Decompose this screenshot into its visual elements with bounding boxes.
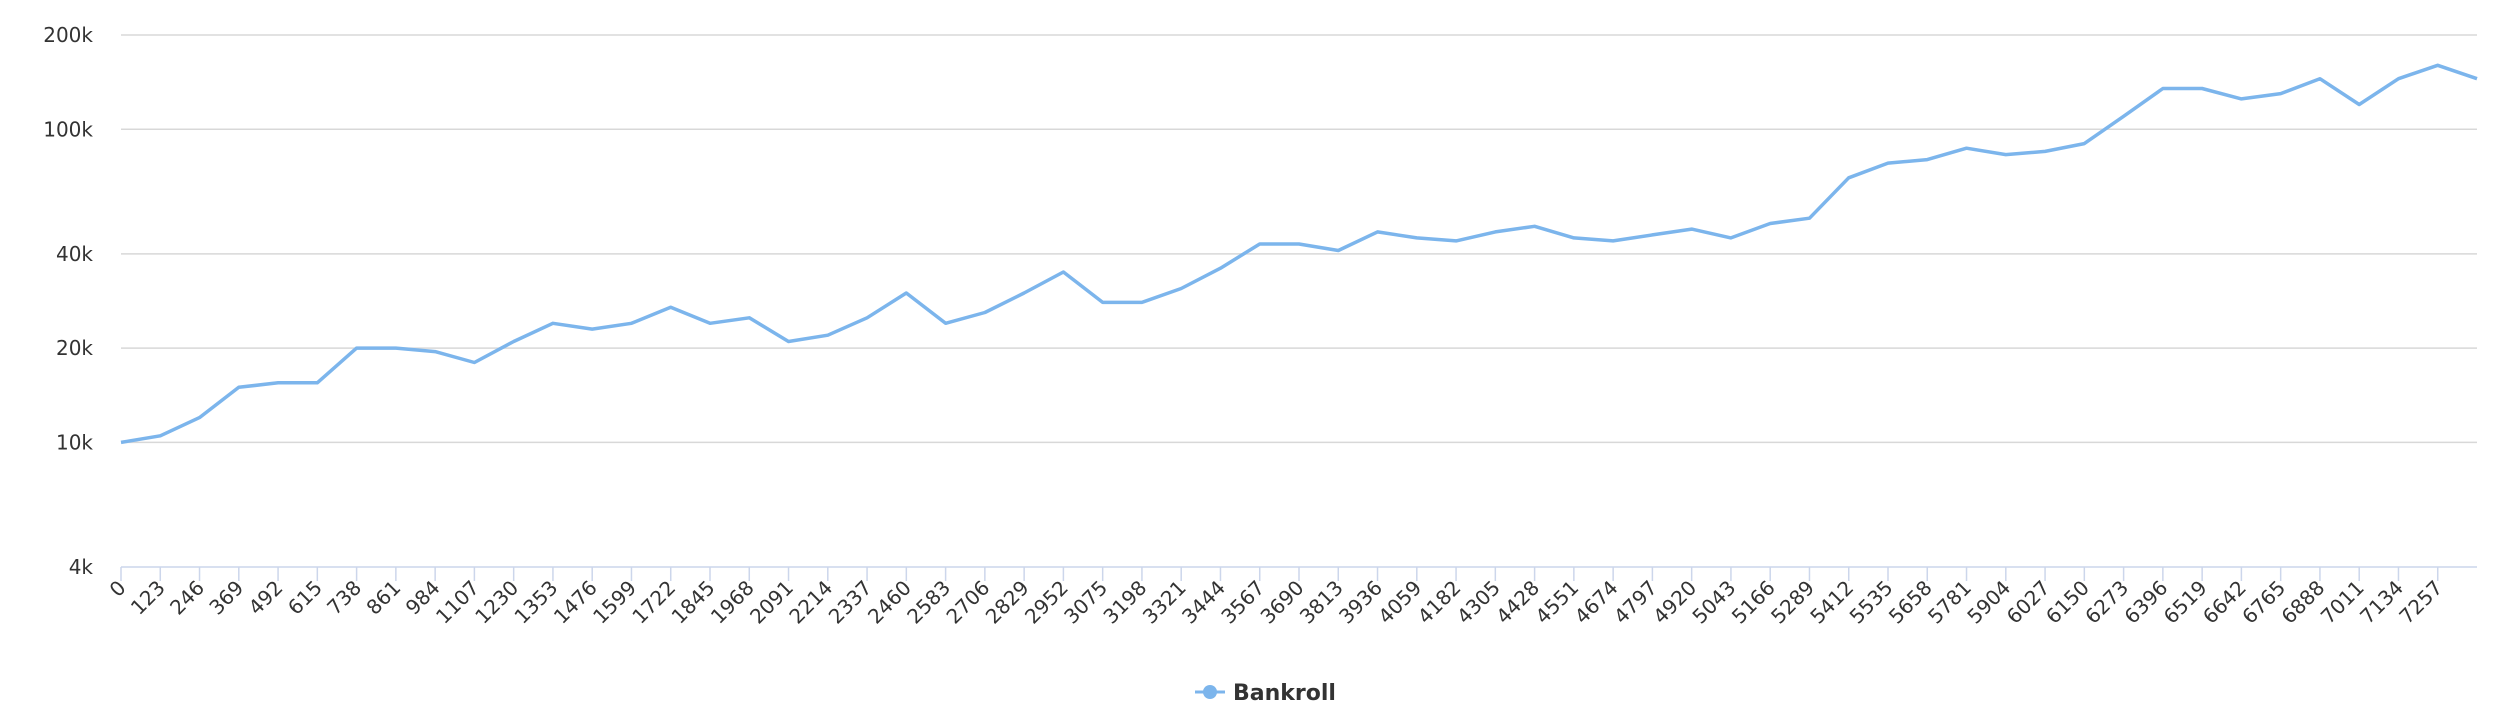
x-tick-label: 1722 xyxy=(627,576,680,629)
x-tick-label: 5166 xyxy=(1727,576,1780,629)
x-tick-label: 5412 xyxy=(1805,576,1858,629)
x-tick-label: 2337 xyxy=(824,576,877,629)
y-tick-label: 4k xyxy=(69,555,94,579)
x-tick-label: 6642 xyxy=(2198,576,2251,629)
x-tick-label: 4674 xyxy=(1570,576,1623,629)
x-tick-label: 6888 xyxy=(2277,576,2330,629)
x-tick-label: 123 xyxy=(126,576,170,620)
x-tick-label: 4920 xyxy=(1648,576,1701,629)
x-tick-label: 6027 xyxy=(2002,576,2055,629)
x-tick-label: 738 xyxy=(322,576,366,620)
x-tick-label: 1476 xyxy=(549,576,602,629)
x-tick-label: 7011 xyxy=(2316,576,2369,629)
x-tick-label: 615 xyxy=(283,576,327,620)
x-tick-label: 4182 xyxy=(1413,576,1466,629)
x-tick-label: 6396 xyxy=(2119,576,2172,629)
y-tick-label: 40k xyxy=(56,242,93,266)
x-tick-label: 6273 xyxy=(2080,576,2133,629)
x-tick-label: 2214 xyxy=(784,576,837,629)
x-tick-label: 3936 xyxy=(1334,576,1387,629)
x-tick-label: 2952 xyxy=(1020,576,1073,629)
x-tick-label: 5535 xyxy=(1845,576,1898,629)
x-tick-label: 2829 xyxy=(981,576,1034,629)
x-tick-label: 5289 xyxy=(1766,576,1819,629)
x-tick-label: 5043 xyxy=(1688,576,1741,629)
x-tick-label: 1968 xyxy=(706,576,759,629)
x-tick-label: 3321 xyxy=(1138,576,1191,629)
x-tick-label: 4305 xyxy=(1452,576,1505,629)
x-tick-label: 4797 xyxy=(1609,576,1662,629)
x-tick-label: 3567 xyxy=(1216,576,1269,629)
legend-marker xyxy=(1203,685,1217,699)
x-tick-label: 3813 xyxy=(1295,576,1348,629)
x-tick-label: 1107 xyxy=(431,576,484,629)
line xyxy=(120,63,2478,445)
x-tick-label: 5781 xyxy=(1923,576,1976,629)
x-tick-label: 2091 xyxy=(745,576,798,629)
x-tick-label: 5658 xyxy=(1884,576,1937,629)
x-tick-label: 246 xyxy=(165,576,209,620)
x-tick-label: 1230 xyxy=(470,576,523,629)
x-tick-label: 2706 xyxy=(941,576,994,629)
x-tick-label: 5904 xyxy=(1962,576,2015,629)
x-tick-label: 2460 xyxy=(863,576,916,629)
x-tick-label: 6150 xyxy=(2041,576,2094,629)
y-tick-label: 200k xyxy=(43,23,93,47)
x-tick-label: 3690 xyxy=(1256,576,1309,629)
x-tick-label: 2583 xyxy=(902,576,955,629)
y-tick-label: 100k xyxy=(43,117,93,141)
x-tick-label: 3444 xyxy=(1177,576,1230,629)
x-tick-label: 861 xyxy=(361,576,405,620)
x-tick-label: 0 xyxy=(105,576,131,602)
y-tick-label: 10k xyxy=(56,430,93,454)
x-tick-label: 4059 xyxy=(1373,576,1426,629)
x-tick-label: 7134 xyxy=(2355,576,2408,629)
x-tick-label: 3075 xyxy=(1059,576,1112,629)
x-tick-label: 7257 xyxy=(2394,576,2447,629)
y-tick-label: 20k xyxy=(56,336,93,360)
x-tick-label: 1845 xyxy=(667,576,720,629)
x-tick-label: 1353 xyxy=(510,576,563,629)
x-tick-label: 4428 xyxy=(1491,576,1544,629)
x-tick-label: 6519 xyxy=(2159,576,2212,629)
x-tick-label: 6765 xyxy=(2237,576,2290,629)
x-tick-label: 1599 xyxy=(588,576,641,629)
x-tick-label: 492 xyxy=(244,576,288,620)
x-tick-label: 4551 xyxy=(1530,576,1583,629)
x-tick-label: 3198 xyxy=(1099,576,1152,629)
legend-label[interactable]: Bankroll xyxy=(1233,681,1336,706)
x-tick-label: 369 xyxy=(204,576,248,620)
